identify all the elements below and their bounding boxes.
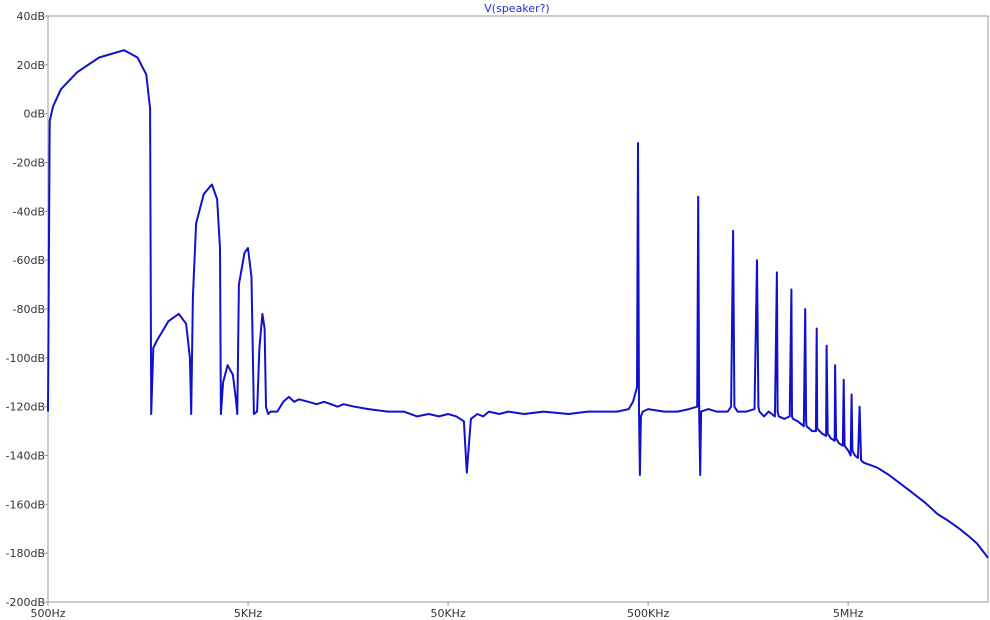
y-tick-label: -200dB <box>6 596 46 609</box>
y-tick-label: -60dB <box>13 254 46 267</box>
y-tick-label: 20dB <box>16 59 45 72</box>
x-tick-label: 5MHz <box>833 607 864 620</box>
y-tick-label: -100dB <box>6 352 46 365</box>
x-tick-label: 50KHz <box>430 607 465 620</box>
y-tick-label: -180dB <box>6 547 46 560</box>
y-tick-label: 0dB <box>23 108 45 121</box>
x-tick-label: 5KHz <box>234 607 262 620</box>
x-axis: 500Hz 5KHz 50KHz 500KHz 5MHz <box>30 602 864 620</box>
series-line-0 <box>47 49 989 559</box>
plot-frame <box>47 15 989 603</box>
y-tick-label: -20dB <box>13 157 46 170</box>
y-tick-label: 40dB <box>16 10 45 23</box>
y-axis: 40dB 20dB 0dB -20dB -40dB -60dB -80dB -100dB -12… <box>6 10 48 609</box>
series-layer <box>47 49 989 559</box>
y-tick-label: -120dB <box>6 401 46 414</box>
chart-title: V(speaker?) <box>484 2 549 15</box>
x-tick-label: 500Hz <box>30 607 65 620</box>
y-tick-label: -160dB <box>6 498 46 511</box>
y-tick-label: -140dB <box>6 450 46 463</box>
x-tick-label: 500KHz <box>627 607 669 620</box>
y-tick-label: -40dB <box>13 205 46 218</box>
y-tick-label: -80dB <box>13 303 46 316</box>
